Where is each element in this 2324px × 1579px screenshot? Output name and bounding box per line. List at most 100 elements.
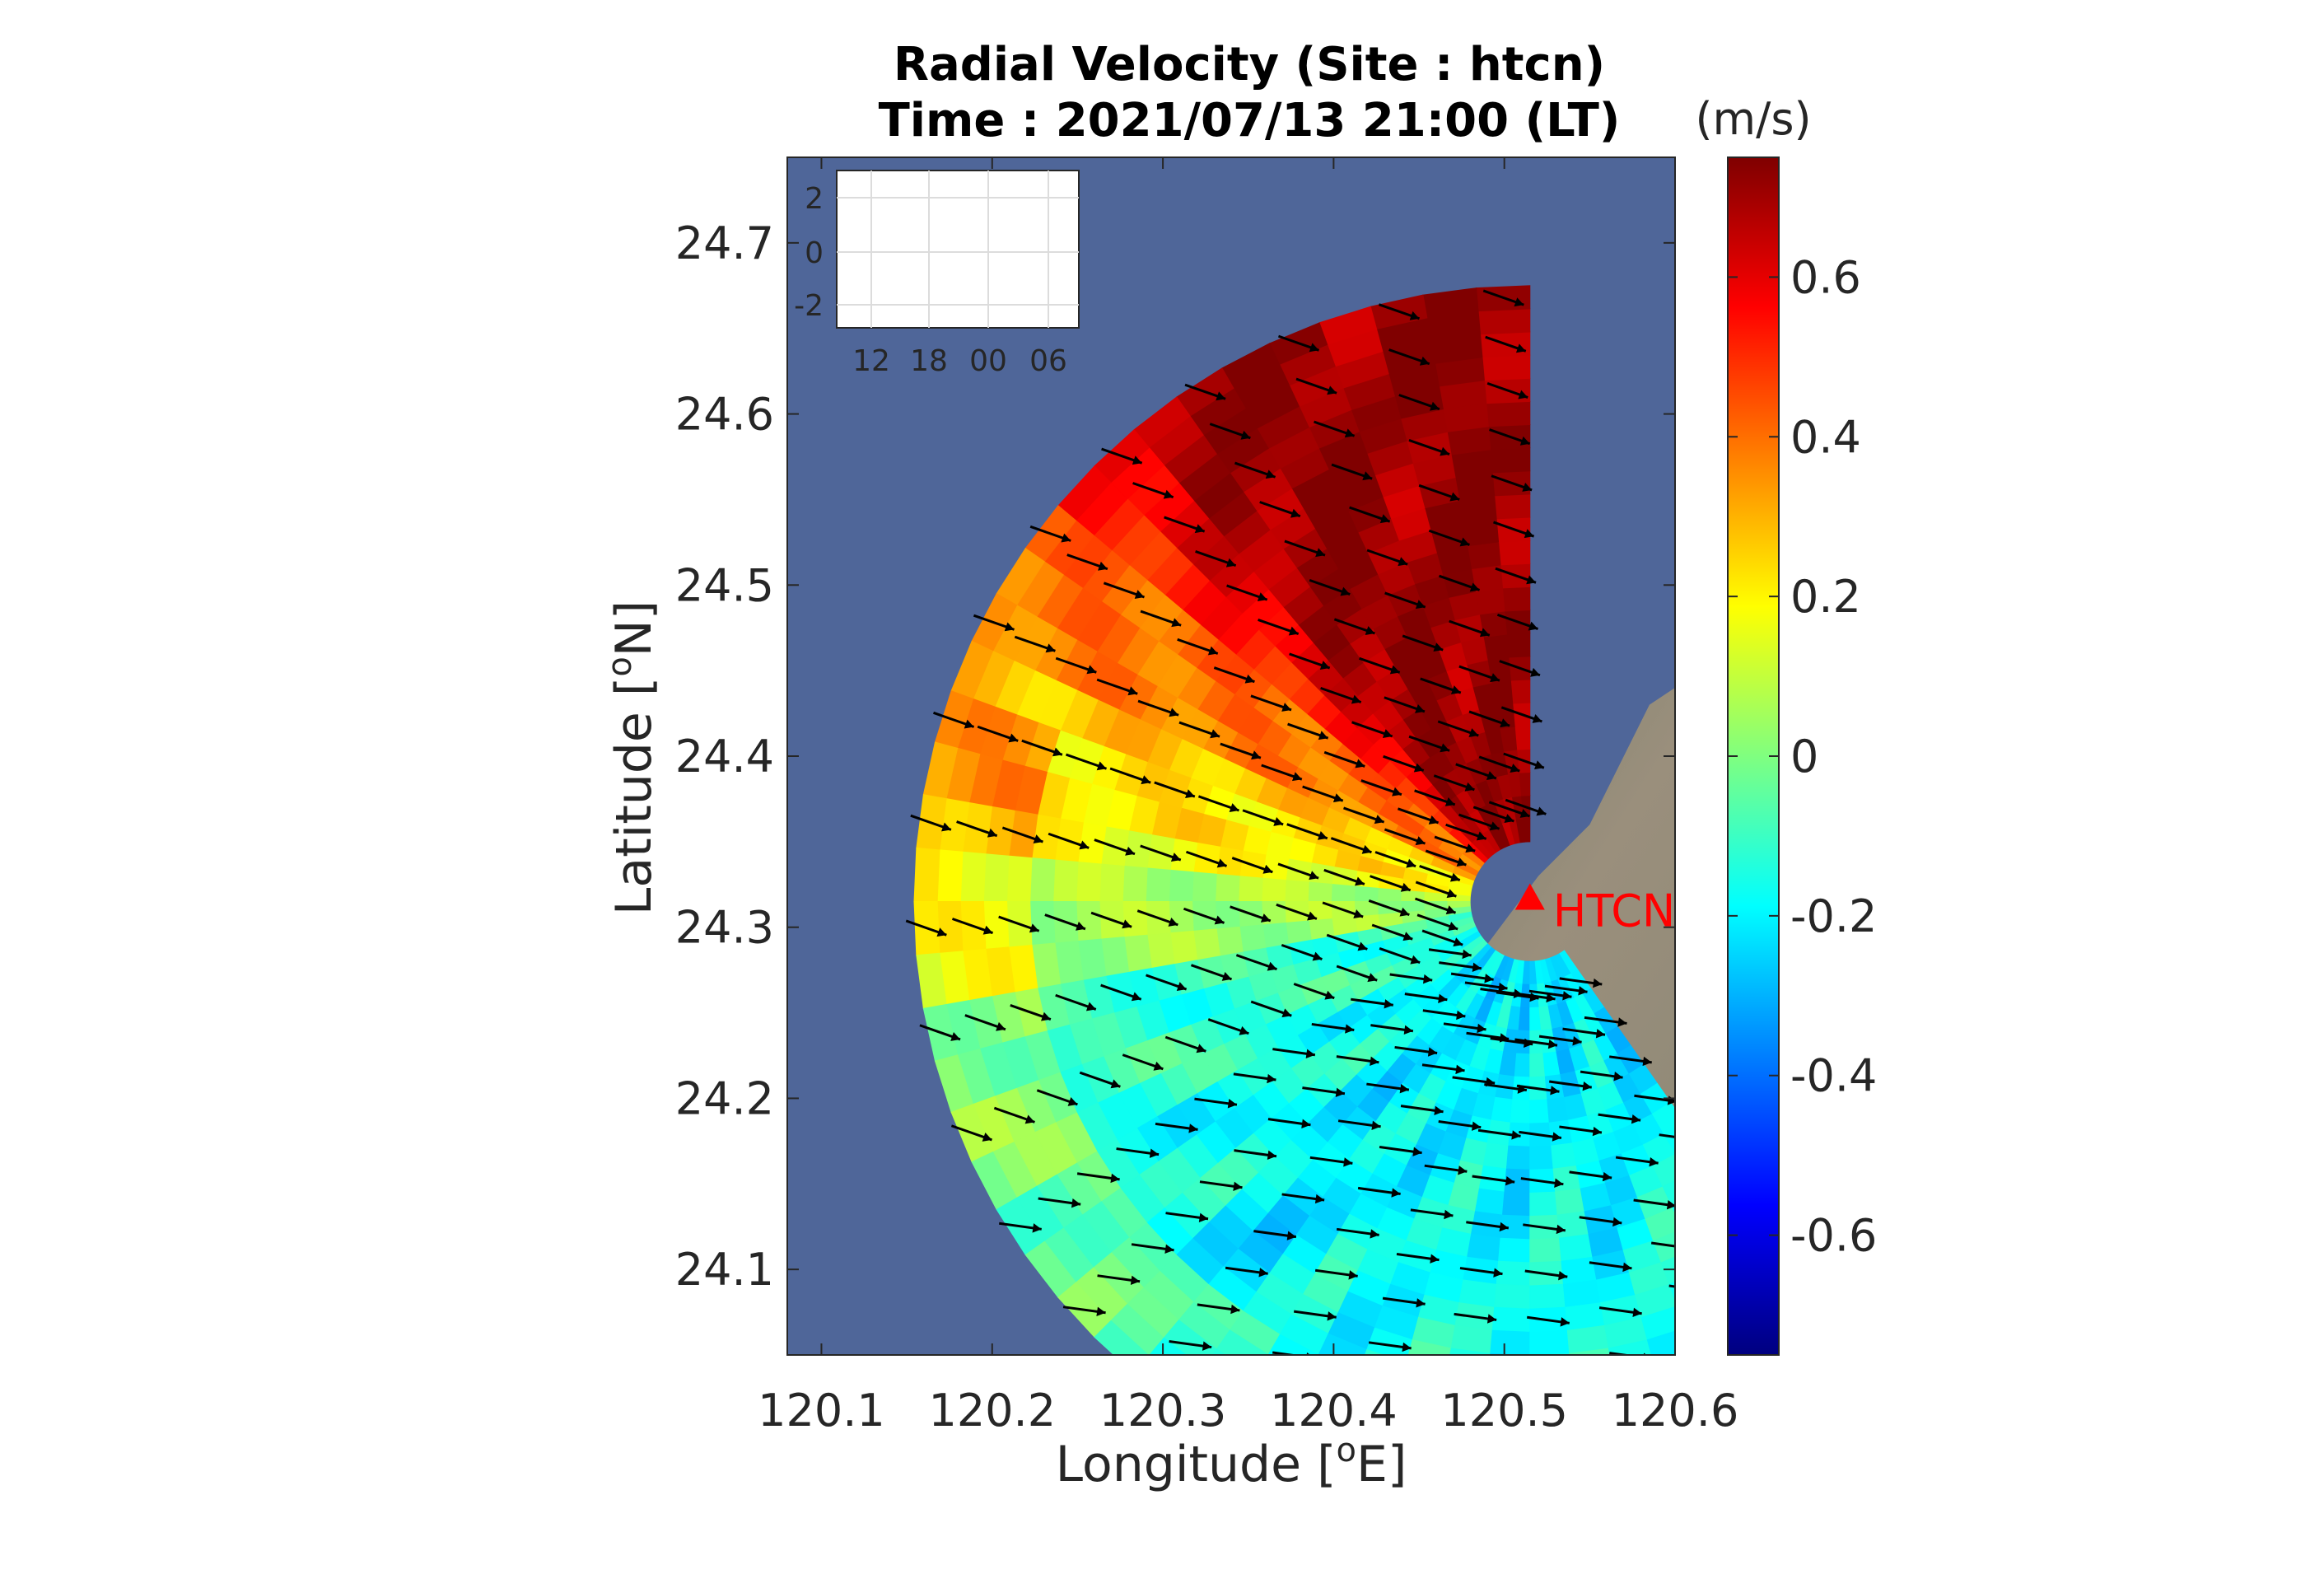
velocity-arrowhead — [1556, 1224, 1566, 1235]
velocity-cell — [1678, 1437, 1733, 1474]
velocity-arrowhead — [1188, 1124, 1198, 1133]
velocity-arrowhead — [1335, 1087, 1345, 1098]
velocity-arrowhead — [1110, 1079, 1121, 1089]
colorbar-tick-label: 0.2 — [1790, 571, 1861, 623]
velocity-arrowhead — [1096, 761, 1107, 771]
velocity-arrowhead — [1515, 343, 1526, 353]
colorbar-tick-label: -0.4 — [1790, 1050, 1877, 1102]
velocity-cell — [1664, 1126, 1675, 1154]
velocity-arrowhead — [1562, 1363, 1571, 1372]
velocity-cell — [1569, 1348, 1611, 1355]
velocity-arrowhead — [1168, 917, 1178, 927]
velocity-arrowhead — [1318, 731, 1328, 740]
velocity-arrowhead — [1402, 1342, 1412, 1352]
velocity-arrowhead — [1240, 430, 1251, 440]
velocity-cell — [1687, 1160, 1724, 1194]
map-axes: 120.1 120.2 120.3 120.4 120.5 120.6 24.124.22… — [675, 156, 1876, 1515]
velocity-arrowhead — [1469, 582, 1480, 592]
velocity-arrowhead — [936, 927, 947, 937]
velocity-arrowhead — [1412, 1147, 1422, 1156]
velocity-arrowhead — [1008, 733, 1019, 743]
velocity-arrowhead — [1110, 1173, 1120, 1184]
velocity-cell — [1640, 1306, 1675, 1341]
velocity-cell — [1215, 873, 1240, 903]
velocity-cell — [1552, 1165, 1581, 1193]
velocity-cell — [1482, 633, 1510, 661]
velocity-arrowhead — [1534, 760, 1544, 770]
x-tick-label: 120.3 — [1099, 1385, 1227, 1437]
velocity-cell — [1423, 891, 1448, 903]
velocity-arrowhead — [1663, 1443, 1672, 1452]
x-tick-label: 120.6 — [1612, 1385, 1739, 1437]
velocity-arrowhead — [1262, 864, 1273, 874]
velocity-arrowhead — [1463, 1497, 1472, 1507]
x-tick-label: 120.2 — [928, 1385, 1056, 1437]
velocity-cell — [1529, 1352, 1570, 1355]
velocity-arrowhead — [1550, 1086, 1560, 1095]
velocity-arrowhead — [1251, 750, 1261, 760]
velocity-arrowhead — [1505, 1175, 1515, 1186]
velocity-arrowhead — [1434, 1105, 1444, 1115]
velocity-cell — [1580, 1463, 1633, 1493]
velocity-cell — [1490, 1352, 1531, 1355]
velocity-arrowhead — [1122, 919, 1132, 929]
velocity-arrowhead — [1566, 1456, 1575, 1465]
velocity-cell — [1672, 1206, 1675, 1214]
inset-ytick: -2 — [794, 289, 824, 323]
velocity-cell — [1318, 1333, 1368, 1355]
velocity-arrowhead — [1309, 871, 1319, 881]
velocity-arrowhead — [1448, 922, 1458, 931]
velocity-arrowhead — [1355, 876, 1365, 886]
velocity-arrowhead — [1530, 667, 1540, 677]
velocity-arrowhead — [1379, 514, 1390, 524]
velocity-arrowhead — [987, 828, 997, 838]
inset-xtick: 06 — [1029, 344, 1067, 378]
velocity-arrowhead — [950, 1032, 961, 1041]
velocity-cell — [1029, 857, 1056, 903]
velocity-cell — [936, 849, 964, 903]
velocity-cell — [1551, 1142, 1577, 1170]
velocity-arrowhead — [1440, 446, 1450, 456]
velocity-arrowhead — [1554, 1178, 1564, 1188]
velocity-cell — [1481, 1446, 1530, 1471]
velocity-arrow — [1272, 1351, 1300, 1355]
velocity-cell — [1427, 1463, 1481, 1493]
velocity-cell — [1642, 1133, 1675, 1167]
inset-ytick: 2 — [805, 182, 824, 216]
velocity-arrowhead — [996, 1021, 1006, 1031]
velocity-cell — [1482, 1142, 1510, 1170]
velocity-arrowhead — [1141, 775, 1151, 785]
velocity-arrow — [1784, 1330, 1827, 1336]
velocity-cell — [1582, 1485, 1637, 1515]
velocity-arrowhead — [1257, 592, 1267, 602]
velocity-cell — [1514, 725, 1531, 750]
velocity-arrowhead — [1202, 1341, 1212, 1351]
velocity-cell — [1094, 1320, 1150, 1355]
velocity-arrowhead — [1214, 915, 1225, 925]
velocity-cell — [1501, 586, 1531, 612]
velocity-cell — [1239, 924, 1267, 953]
velocity-arrowhead — [1792, 1291, 1801, 1300]
inset-xtick: 12 — [852, 344, 890, 378]
velocity-arrowhead — [1221, 971, 1232, 981]
velocity-arrowhead — [1440, 743, 1450, 753]
velocity-arrowhead — [1086, 665, 1097, 675]
velocity-arrowhead — [1400, 882, 1411, 892]
velocity-arrow — [1448, 1360, 1491, 1366]
velocity-cell — [1169, 930, 1198, 965]
velocity-arrowhead — [1500, 718, 1510, 728]
velocity-arrowhead — [1374, 815, 1384, 825]
velocity-arrowhead — [1547, 1039, 1558, 1049]
velocity-arrowhead — [1416, 1298, 1426, 1308]
velocity-arrow — [1141, 1378, 1183, 1384]
velocity-cell — [959, 851, 987, 903]
velocity-arrowhead — [1317, 830, 1328, 840]
velocity-arrowhead — [1642, 1056, 1652, 1067]
velocity-arrowhead — [1079, 840, 1090, 850]
velocity-cell — [1486, 400, 1531, 427]
velocity-arrow — [1650, 1241, 1675, 1248]
velocity-arrow — [1833, 1408, 1876, 1414]
velocity-arrowhead — [1345, 1024, 1355, 1034]
velocity-arrowhead — [1171, 618, 1182, 628]
velocity-arrowhead — [1595, 1029, 1606, 1039]
